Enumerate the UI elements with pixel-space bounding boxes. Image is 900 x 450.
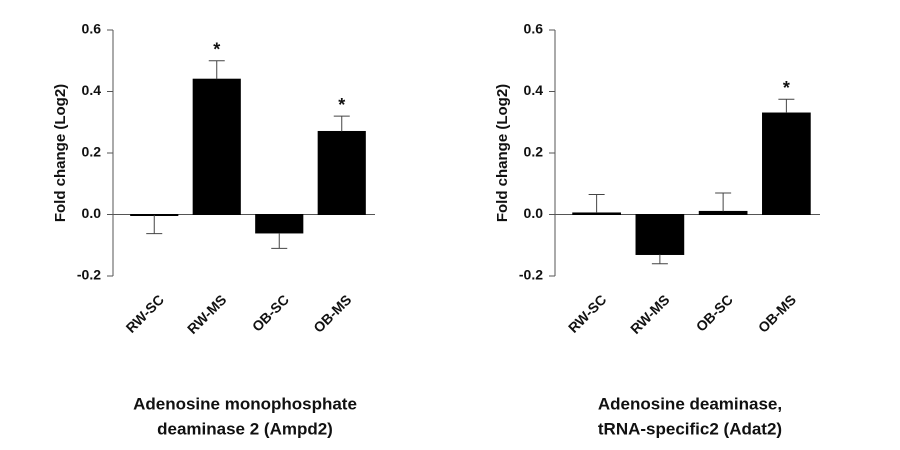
y-axis-label: Fold change (Log2) <box>494 84 511 222</box>
x-tick-label: RW-SC <box>123 291 167 335</box>
chart-title: tRNA-specific2 (Adat2) <box>598 419 782 438</box>
bar <box>572 212 621 215</box>
significance: * <box>338 95 345 115</box>
bar <box>255 214 304 234</box>
x-tick-label: RW-MS <box>184 291 230 337</box>
y-tick-label: 0.6 <box>524 21 544 37</box>
chart-title: deaminase 2 (Ampd2) <box>157 419 333 438</box>
bar <box>698 210 748 216</box>
y-tick-label: 0.0 <box>82 205 102 221</box>
bar <box>762 112 811 215</box>
bar <box>192 78 241 215</box>
y-tick-label: 0.2 <box>524 144 544 160</box>
x-tick-label: RW-MS <box>627 291 673 337</box>
y-tick-label: 0.4 <box>82 82 102 98</box>
y-tick-label: 0.2 <box>82 144 102 160</box>
bar <box>635 214 685 255</box>
y-tick-label: 0.6 <box>82 21 102 37</box>
chart-title: Adenosine deaminase, <box>598 394 782 413</box>
x-tick-label: OB-SC <box>249 291 292 334</box>
y-tick-label: -0.2 <box>519 267 543 283</box>
chart-title: Adenosine monophosphate <box>133 394 357 413</box>
y-tick-label: 0.0 <box>524 205 544 221</box>
significance: * <box>783 78 790 98</box>
x-tick-label: OB-SC <box>693 291 736 334</box>
y-tick-label: 0.4 <box>524 82 544 98</box>
significance: * <box>213 40 220 60</box>
x-tick-label: OB-MS <box>755 291 799 335</box>
y-tick-label: -0.2 <box>77 267 101 283</box>
x-tick-label: OB-MS <box>310 291 354 335</box>
bar <box>317 130 366 216</box>
y-axis-label: Fold change (Log2) <box>52 84 69 222</box>
x-tick-label: RW-SC <box>565 291 609 335</box>
